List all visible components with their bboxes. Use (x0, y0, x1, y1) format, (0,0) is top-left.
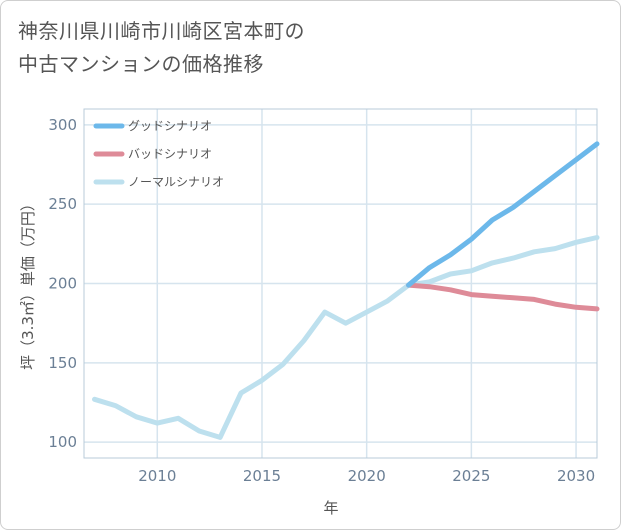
y-tick-300: 300 (48, 116, 77, 134)
series-layer (92, 141, 600, 440)
y-axis-label: 坪（3.3㎡）単価（万円） (19, 196, 37, 370)
series-line-2 (92, 235, 600, 440)
legend-label-2: ノーマルシナリオ (128, 175, 224, 189)
plot-area (83, 108, 598, 459)
x-tick-2020: 2020 (348, 467, 386, 485)
legend-label-0: グッドシナリオ (128, 119, 212, 133)
x-tick-labels: 2010 2015 2020 2025 2030 (138, 467, 595, 485)
y-tick-150: 150 (48, 354, 77, 372)
y-tick-100: 100 (48, 433, 77, 451)
chart-title-line-1: 神奈川県川崎市川崎区宮本町の (18, 19, 305, 43)
legend-label-1: バッドシナリオ (128, 147, 212, 161)
x-tick-2010: 2010 (138, 467, 176, 485)
chart-title-line-2: 中古マンションの価格推移 (18, 52, 264, 76)
x-tick-2025: 2025 (452, 467, 490, 485)
x-axis-label: 年 (323, 499, 338, 517)
y-tick-labels: 100 150 200 250 300 (48, 116, 77, 451)
chart-title: 神奈川県川崎市川崎区宮本町の 中古マンションの価格推移 (18, 15, 305, 81)
y-tick-250: 250 (48, 195, 77, 213)
series-line-1 (406, 282, 600, 312)
x-tick-2030: 2030 (557, 467, 595, 485)
y-tick-200: 200 (48, 275, 77, 293)
grid-lines (84, 109, 597, 458)
x-tick-2015: 2015 (243, 467, 281, 485)
series-line-0 (406, 141, 600, 288)
